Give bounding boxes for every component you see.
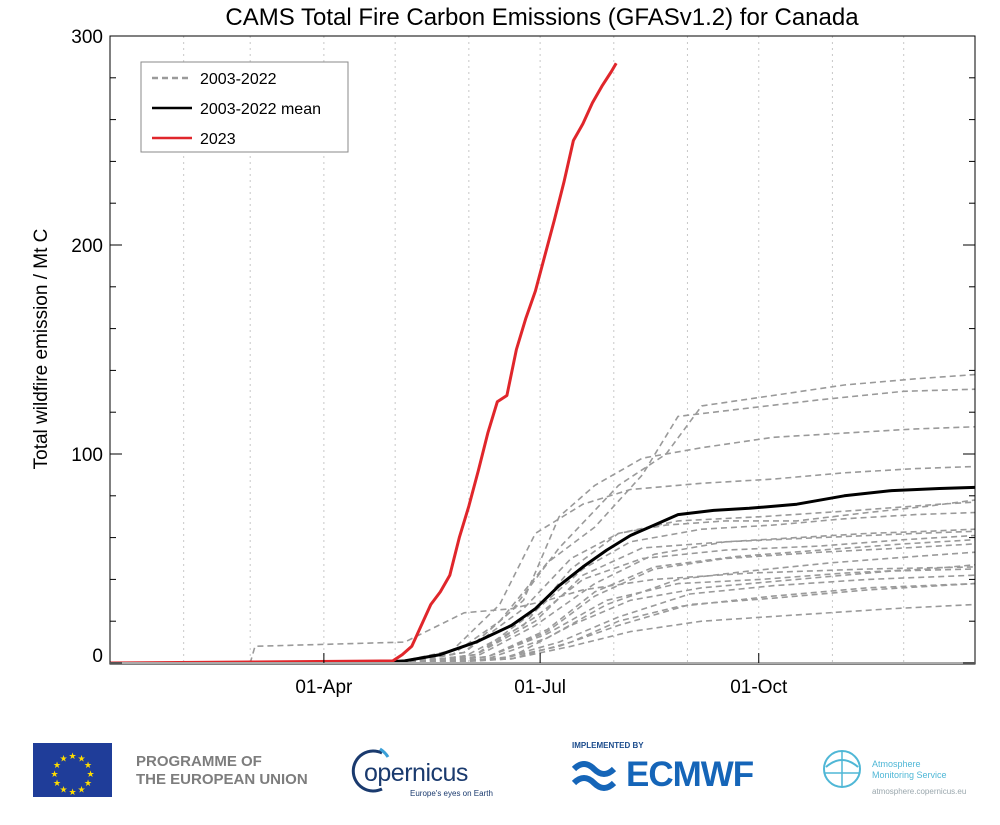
- svg-text:★: ★: [50, 770, 58, 780]
- eu-programme-text: PROGRAMME OF THE EUROPEAN UNION: [136, 753, 308, 788]
- series-layer: [109, 62, 976, 665]
- series-line-historical-2: [110, 499, 976, 664]
- copernicus-c-icon: [351, 747, 390, 793]
- svg-text:★: ★: [84, 779, 92, 789]
- series-line-historical-8: [110, 528, 976, 664]
- series-line-historical-15: [110, 603, 976, 664]
- svg-text:★: ★: [77, 786, 85, 796]
- series-line-historical-16: [110, 566, 976, 664]
- series-line-2023: [109, 62, 618, 665]
- series-line-historical-19: [110, 530, 976, 664]
- svg-text:★: ★: [53, 761, 61, 771]
- series-line-mean: [110, 485, 976, 665]
- x-tick-label-1: 01-Jul: [514, 677, 566, 698]
- svg-text:★: ★: [84, 761, 92, 771]
- legend-label-historical: 2003-2022: [200, 71, 277, 88]
- x-tick-label-0: 01-Apr: [295, 677, 353, 698]
- copernicus-logo: opernicus Europe's eyes on Earth: [350, 741, 510, 801]
- y-tick-label-2: 200: [71, 236, 103, 257]
- svg-text:★: ★: [68, 752, 76, 762]
- x-tick-label-2: 01-Oct: [730, 677, 788, 698]
- emissions-chart: CAMS Total Fire Carbon Emissions (GFASv1…: [31, 4, 976, 698]
- y-axis-label: Total wildfire emission / Mt C: [31, 229, 52, 470]
- y-tick-label-1: 100: [71, 445, 103, 466]
- legend-label-mean: 2003-2022 mean: [200, 101, 321, 118]
- series-line-historical-3: [110, 388, 976, 664]
- svg-text:★: ★: [59, 755, 67, 765]
- globe-icon: [823, 750, 861, 788]
- eu-flag-logo: ★ ★ ★ ★ ★ ★ ★ ★ ★ ★ ★ ★: [33, 743, 112, 798]
- ams-title: Atmosphere Monitoring Service: [872, 759, 947, 780]
- axis-ticks: 0 100 200 300 01-Apr 01-Jul 01-Oct: [71, 27, 975, 698]
- month-gridlines: [183, 36, 905, 663]
- svg-text:★: ★: [77, 755, 85, 765]
- series-line-historical-18: [110, 582, 976, 664]
- series-line-historical-17: [110, 568, 976, 664]
- legend: 2003-2022 2003-2022 mean 2023: [140, 61, 349, 153]
- atmosphere-monitoring-logo: Atmosphere Monitoring Service atmosphere…: [818, 739, 998, 809]
- legend-label-2023: 2023: [200, 131, 236, 148]
- ecmwf-wave-icon: [571, 761, 617, 791]
- svg-text:★: ★: [68, 788, 76, 797]
- eu-stars-icon: ★ ★★ ★★★ ★★★ ★★★: [50, 752, 94, 798]
- svg-text:★: ★: [53, 779, 61, 789]
- series-line-historical-21: [110, 501, 976, 664]
- ecmwf-logo: IMPLEMENTED BY ECMWF: [570, 739, 790, 799]
- chart-title: CAMS Total Fire Carbon Emissions (GFASv1…: [225, 4, 859, 31]
- svg-text:★: ★: [59, 786, 67, 796]
- y-tick-label-0: 0: [92, 646, 103, 667]
- svg-text:★: ★: [86, 770, 94, 780]
- logo-bar: ★ ★ ★ ★ ★ ★ ★ ★ ★ ★ ★ ★ PROGRAMME OF THE EUROPEA…: [0, 725, 1000, 825]
- y-tick-label-3: 300: [71, 27, 103, 48]
- series-line-historical-14: [110, 582, 976, 664]
- series-line-historical-20: [110, 538, 976, 664]
